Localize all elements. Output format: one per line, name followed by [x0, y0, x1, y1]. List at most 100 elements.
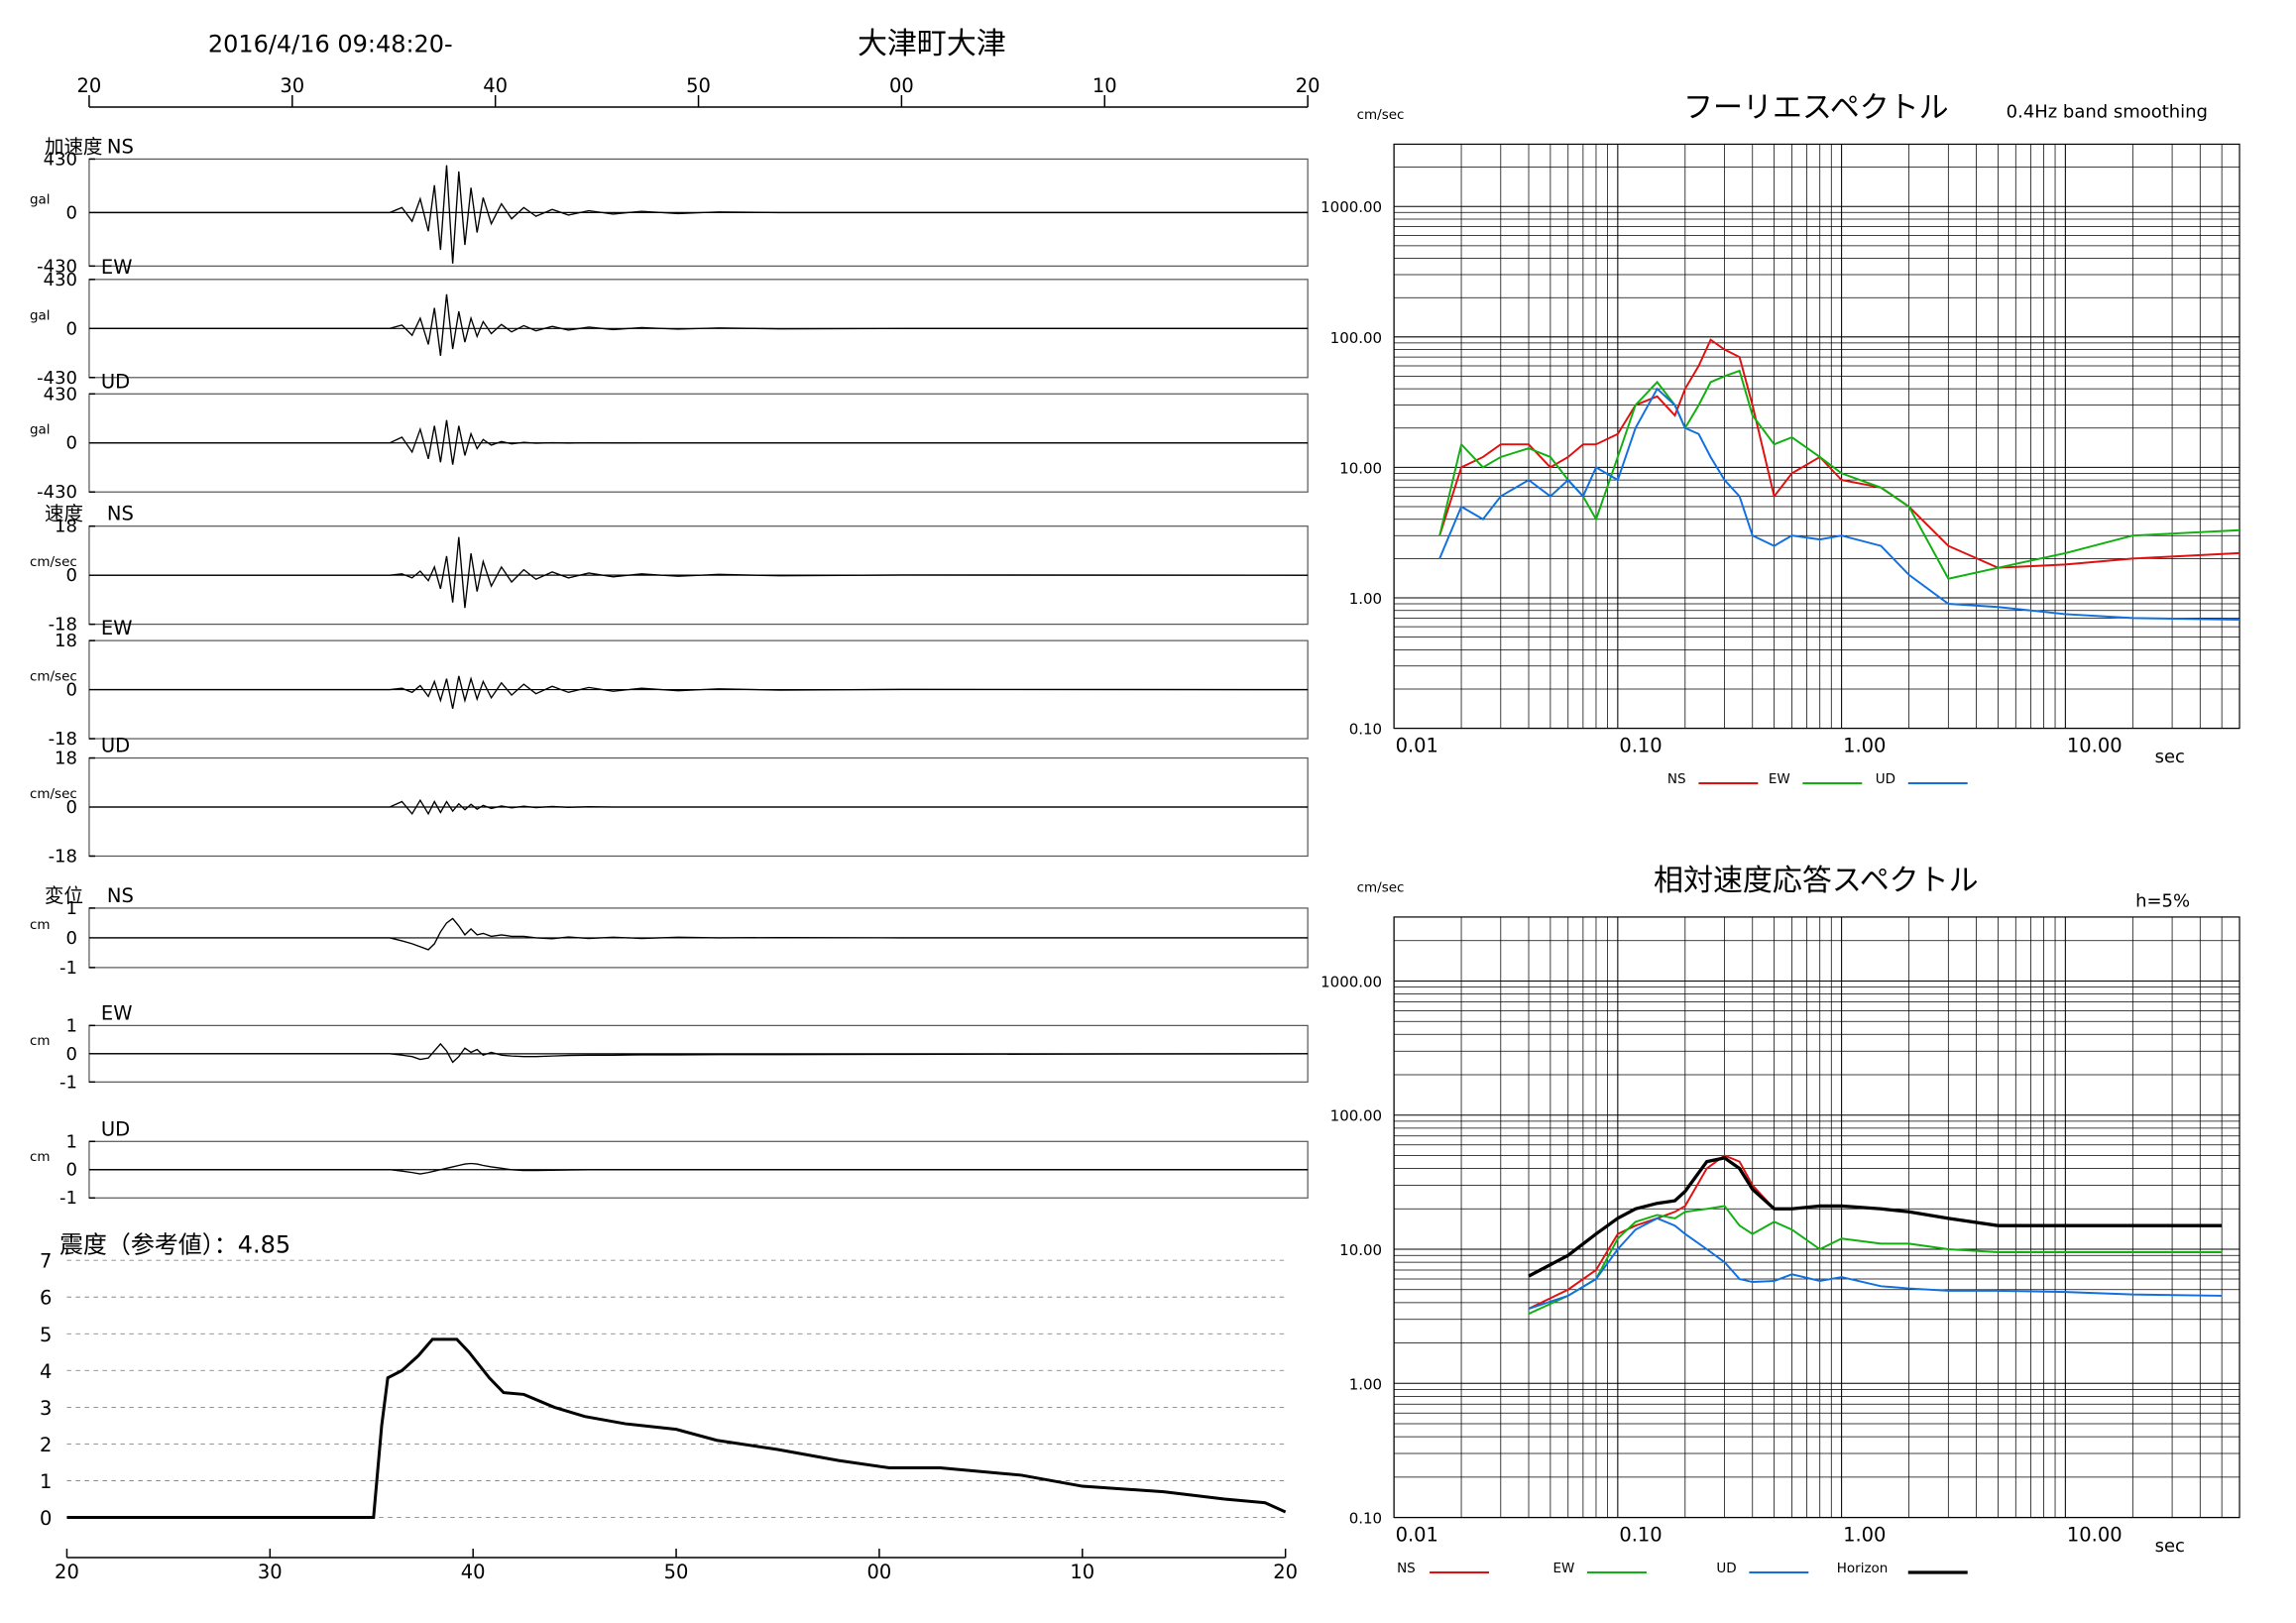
chart-title: フーリエスペクトル: [1683, 90, 1949, 125]
component-label: UD: [101, 1117, 130, 1140]
y-tick-label: 0: [66, 1044, 77, 1065]
y-tick-label: -1: [59, 1072, 77, 1093]
y-tick-label: -18: [49, 615, 77, 636]
waveform: [88, 917, 1309, 951]
unit-label: cm: [30, 917, 51, 933]
waveform: [88, 675, 1309, 709]
y-tick-label: 0: [66, 318, 77, 339]
y-tick-label: 0: [40, 1507, 52, 1530]
y-tick-label: 0.10: [1349, 1510, 1382, 1528]
x-tick-label: 10.00: [2067, 735, 2123, 757]
y-tick-label: 1.00: [1349, 590, 1382, 608]
x-tick-label: 40: [483, 74, 508, 97]
y-tick-label: 1: [66, 898, 77, 919]
plot-frame: [1393, 143, 2240, 730]
x-tick-label: 00: [889, 74, 914, 97]
y-tick-label: 6: [40, 1287, 52, 1310]
x-tick-label: 0.10: [1619, 1524, 1662, 1547]
y-tick-label: 1.00: [1349, 1375, 1382, 1393]
y-tick-label: 18: [55, 631, 77, 651]
y-axis-unit: cm/sec: [1357, 879, 1405, 895]
component-label: NS: [107, 503, 134, 525]
y-tick-label: -430: [37, 482, 77, 503]
spectrum-line: [1528, 1205, 2223, 1316]
y-tick-label: 430: [44, 270, 77, 290]
legend-label: UD: [1876, 771, 1895, 787]
chart-subtitle: h=5%: [2135, 890, 2190, 911]
unit-label: cm: [30, 1149, 51, 1165]
unit-label: gal: [30, 191, 51, 207]
quantity-label: 加速度: [45, 135, 102, 158]
component-label: NS: [107, 135, 134, 158]
y-tick-label: 0: [66, 928, 77, 949]
y-tick-label: 3: [40, 1397, 52, 1420]
y-tick-label: 1: [66, 1015, 77, 1036]
station: 大津町大津: [858, 27, 1006, 61]
x-tick-label: 10.00: [2067, 1524, 2123, 1547]
waveform: [88, 1042, 1309, 1064]
intensity-value: 4.85: [238, 1231, 290, 1259]
waveform: [88, 536, 1309, 609]
x-tick-label: 50: [664, 1561, 689, 1583]
spectrum-line: [1438, 369, 2240, 580]
x-tick-label: 20: [1273, 1561, 1298, 1583]
x-tick-label: 30: [258, 1561, 283, 1583]
spectrum-line: [1438, 338, 2240, 569]
waveform: [88, 1162, 1309, 1175]
unit-label: cm: [30, 1033, 51, 1049]
legend-label: UD: [1716, 1561, 1736, 1576]
intensity-title: 震度（参考値）：4.85: [59, 1231, 290, 1259]
x-tick-label: 20: [1296, 74, 1320, 97]
unit-label: gal: [30, 422, 51, 438]
component-label: UD: [101, 370, 130, 393]
waveform: [88, 798, 1309, 816]
component-label: EW: [101, 617, 133, 639]
y-tick-label: 0: [66, 797, 77, 818]
y-tick-label: -18: [49, 729, 77, 750]
datetime: 2016/4/16 09:48:20-: [208, 30, 453, 58]
x-tick-label: 00: [867, 1561, 892, 1583]
y-tick-label: 0: [66, 433, 77, 454]
quantity-label: 変位: [45, 884, 83, 907]
y-axis-unit: cm/sec: [1357, 107, 1405, 123]
y-tick-label: 2: [40, 1434, 52, 1456]
y-tick-label: 0: [66, 565, 77, 586]
y-tick-label: 10.00: [1339, 1241, 1382, 1259]
y-tick-label: 18: [55, 749, 77, 769]
spectrum-line: [1528, 1156, 2223, 1278]
x-tick-label: 20: [55, 1561, 79, 1583]
y-tick-label: -1: [59, 1188, 77, 1209]
unit-label: cm/sec: [30, 554, 77, 570]
y-tick-label: 0: [66, 1160, 77, 1181]
intensity-line: [66, 1337, 1287, 1520]
spectrum-line: [1438, 387, 2240, 621]
unit-label: gal: [30, 307, 51, 323]
chart-subtitle: 0.4Hz band smoothing: [2007, 101, 2208, 122]
legend-label: NS: [1397, 1561, 1416, 1576]
legend-label: Horizon: [1837, 1561, 1889, 1576]
x-tick-label: 50: [686, 74, 711, 97]
component-label: NS: [107, 884, 134, 907]
x-tick-label: 0.01: [1396, 1524, 1438, 1547]
y-tick-label: 1000.00: [1320, 198, 1382, 216]
unit-label: cm/sec: [30, 786, 77, 802]
unit-label: cm/sec: [30, 669, 77, 685]
spectrum-line: [1528, 1217, 2223, 1310]
waveform: [88, 165, 1309, 264]
quantity-label: 速度: [45, 503, 83, 525]
component-label: EW: [101, 1001, 133, 1024]
legend-label: EW: [1769, 771, 1790, 787]
y-tick-label: 18: [55, 517, 77, 537]
x-axis-label: sec: [2155, 1536, 2185, 1557]
x-tick-label: 10: [1092, 74, 1117, 97]
y-tick-label: 1: [66, 1131, 77, 1152]
y-tick-label: 7: [40, 1250, 52, 1273]
y-tick-label: -430: [37, 256, 77, 277]
y-tick-label: 0: [66, 680, 77, 701]
y-tick-label: 1: [40, 1470, 52, 1493]
y-tick-label: 1000.00: [1320, 973, 1382, 990]
x-axis-label: sec: [2155, 747, 2185, 767]
y-tick-label: 430: [44, 149, 77, 170]
x-tick-label: 40: [461, 1561, 486, 1583]
